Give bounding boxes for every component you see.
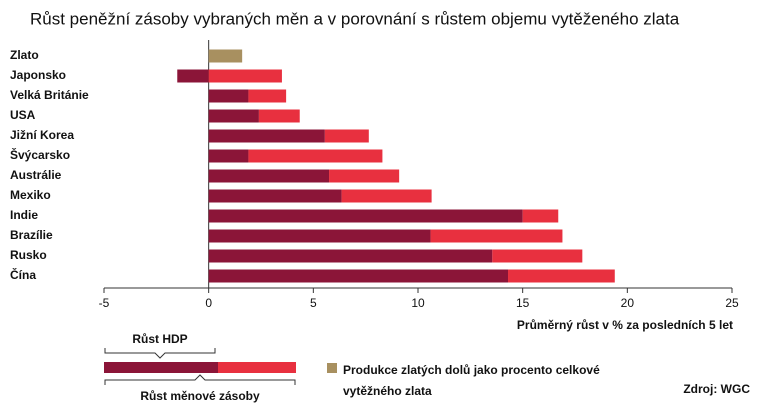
bar — [522, 209, 559, 223]
y-tick-label: Rusko — [10, 248, 47, 262]
bar — [329, 169, 400, 183]
y-tick-label: Brazílie — [10, 228, 53, 242]
y-tick-label: Zlato — [10, 48, 39, 62]
x-tick-label: 20 — [621, 296, 635, 310]
legend-swatch — [327, 363, 337, 373]
bar — [208, 269, 509, 283]
y-tick-label: Švýcarsko — [10, 147, 70, 162]
bar — [177, 69, 209, 83]
x-tick-label: 15 — [516, 296, 530, 310]
y-tick-label: Jižní Korea — [10, 128, 74, 142]
bar — [208, 209, 523, 223]
bar — [341, 189, 432, 203]
x-tick-label: 0 — [205, 296, 212, 310]
legend-label: Produkce zlatých dolů jako procento celk… — [343, 363, 600, 398]
legend-label: Růst HDP — [132, 332, 187, 346]
bar — [208, 109, 259, 123]
bar — [208, 129, 325, 143]
y-tick-label: Mexiko — [10, 188, 51, 202]
bar — [208, 229, 431, 243]
y-tick-label: Austrálie — [10, 168, 62, 182]
y-tick-label: Japonsko — [10, 68, 66, 82]
bar — [508, 269, 615, 283]
y-tick-label: Čína — [10, 267, 36, 282]
bar — [208, 149, 249, 163]
bar — [492, 249, 583, 263]
bar — [258, 109, 300, 123]
source: Zdroj: WGC — [683, 382, 750, 396]
chart-title: Růst peněžní zásoby vybraných měn a v po… — [30, 9, 680, 28]
legend-bracket — [104, 374, 296, 385]
x-tick-label: 5 — [310, 296, 317, 310]
bar — [208, 69, 282, 83]
y-tick-label: Velká Británie — [10, 88, 89, 102]
bar — [208, 249, 493, 263]
x-tick-label: 25 — [725, 296, 739, 310]
legend-label: Růst měnové zásoby — [140, 389, 260, 403]
x-tick-label: -5 — [99, 296, 110, 310]
bar — [430, 229, 563, 243]
legend-swatch — [104, 362, 218, 373]
y-tick-label: USA — [10, 108, 36, 122]
bar — [208, 49, 243, 63]
bar — [248, 149, 383, 163]
x-tick-label: 10 — [411, 296, 425, 310]
bar — [324, 129, 369, 143]
bar — [208, 169, 330, 183]
x-axis-label: Průměrný růst v % za posledních 5 let — [517, 318, 733, 332]
legend-swatch — [218, 362, 296, 373]
bar — [248, 89, 287, 103]
y-tick-label: Indie — [10, 208, 38, 222]
legend-bracket — [104, 348, 216, 359]
bar — [208, 189, 342, 203]
bar — [208, 89, 249, 103]
